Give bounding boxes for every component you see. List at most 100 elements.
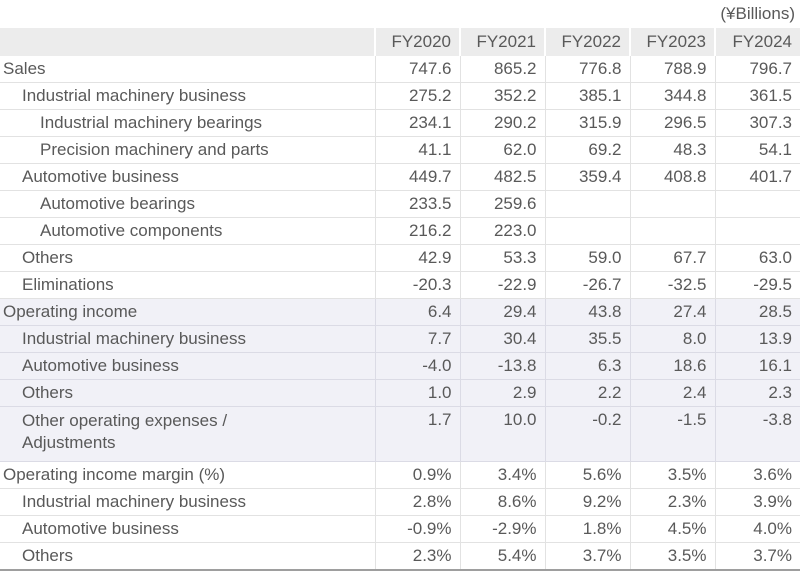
table-row: Industrial machinery bearings 234.1 290.2 3… (0, 109, 800, 137)
value-cell: -13.8 (459, 352, 545, 380)
value-cell: 3.9% (714, 488, 800, 516)
value-cell: 223.0 (459, 217, 545, 245)
value-cell: 28.5 (714, 298, 800, 326)
table-row: Automotive bearings 233.5 259.6 (0, 190, 800, 218)
value-cell: 5.4% (459, 542, 545, 571)
value-cell: 352.2 (459, 82, 545, 110)
table-row: Automotive components 216.2 223.0 (0, 217, 800, 245)
row-label-column-header (0, 28, 375, 56)
value-cell: 0.9% (374, 461, 460, 489)
column-header-fy2022: FY2022 (544, 28, 630, 56)
value-cell: 41.1 (374, 136, 460, 164)
table-row: Industrial machinery business 7.7 30.4 35.5… (0, 325, 800, 353)
value-cell: 2.3 (714, 379, 800, 407)
value-cell: 796.7 (714, 56, 800, 83)
value-cell: 4.5% (629, 515, 715, 543)
row-label: Others (0, 244, 375, 272)
value-cell (714, 190, 800, 218)
row-label: Automotive business (0, 352, 375, 380)
value-cell: 35.5 (544, 325, 630, 353)
table-row: Others 42.9 53.3 59.0 67.7 63.0 (0, 244, 800, 272)
value-cell: 2.3% (629, 488, 715, 516)
table-row: Automotive business 449.7 482.5 359.4 408.8 4… (0, 163, 800, 191)
value-cell (544, 217, 630, 245)
value-cell: 3.4% (459, 461, 545, 489)
row-label: Operating income (0, 298, 375, 326)
row-label: Industrial machinery business (0, 325, 375, 353)
value-cell: 2.8% (374, 488, 460, 516)
column-header-fy2020: FY2020 (374, 28, 460, 56)
value-cell: 6.4 (374, 298, 460, 326)
value-cell: 3.5% (629, 461, 715, 489)
value-cell: 2.2 (544, 379, 630, 407)
table-row: Industrial machinery business 275.2 352.2 3… (0, 82, 800, 110)
value-cell: 18.6 (629, 352, 715, 380)
value-cell: -32.5 (629, 271, 715, 299)
value-cell: 69.2 (544, 136, 630, 164)
value-cell: 315.9 (544, 109, 630, 137)
column-header-fy2024: FY2024 (714, 28, 800, 56)
table-row: Operating income 6.4 29.4 43.8 27.4 28.5 (0, 298, 800, 326)
value-cell: 408.8 (629, 163, 715, 191)
value-cell: 776.8 (544, 56, 630, 83)
value-cell: 361.5 (714, 82, 800, 110)
row-label: Automotive business (0, 163, 375, 191)
table-row: Industrial machinery business 2.8% 8.6% 9.2… (0, 488, 800, 516)
value-cell: -22.9 (459, 271, 545, 299)
row-label: Sales (0, 56, 375, 83)
value-cell: 3.7% (714, 542, 800, 571)
value-cell (544, 190, 630, 218)
value-cell: -0.2 (544, 406, 630, 462)
value-cell: 259.6 (459, 190, 545, 218)
value-cell: -2.9% (459, 515, 545, 543)
table-row: Automotive business -0.9% -2.9% 1.8% 4.5% 4.0… (0, 515, 800, 543)
row-label: Precision machinery and parts (0, 136, 375, 164)
value-cell: 3.5% (629, 542, 715, 571)
row-label: Automotive components (0, 217, 375, 245)
value-cell: 67.7 (629, 244, 715, 272)
row-label: Industrial machinery bearings (0, 109, 375, 137)
value-cell: 27.4 (629, 298, 715, 326)
value-cell: 3.6% (714, 461, 800, 489)
table-row: Operating income margin (%) 0.9% 3.4% 5.6% 3… (0, 461, 800, 489)
value-cell (714, 217, 800, 245)
row-label: Industrial machinery business (0, 488, 375, 516)
table-body: Sales 747.6 865.2 776.8 788.9 796.7 Industrial… (0, 56, 800, 571)
unit-label: (¥Billions) (720, 4, 795, 23)
row-label: Automotive business (0, 515, 375, 543)
value-cell: 344.8 (629, 82, 715, 110)
value-cell: -29.5 (714, 271, 800, 299)
value-cell: 63.0 (714, 244, 800, 272)
header-row: FY2020 FY2021 FY2022 FY2023 FY2024 (0, 28, 800, 56)
value-cell: 4.0% (714, 515, 800, 543)
table-row: Eliminations -20.3 -22.9 -26.7 -32.5 -29.5 (0, 271, 800, 299)
value-cell (629, 190, 715, 218)
value-cell: 59.0 (544, 244, 630, 272)
value-cell: 43.8 (544, 298, 630, 326)
row-label: Eliminations (0, 271, 375, 299)
column-header-fy2023: FY2023 (629, 28, 715, 56)
value-cell: 53.3 (459, 244, 545, 272)
value-cell: 482.5 (459, 163, 545, 191)
value-cell: 3.7% (544, 542, 630, 571)
value-cell: 449.7 (374, 163, 460, 191)
value-cell: 16.1 (714, 352, 800, 380)
table-row: Precision machinery and parts 41.1 62.0 69.… (0, 136, 800, 164)
value-cell: 54.1 (714, 136, 800, 164)
value-cell: 359.4 (544, 163, 630, 191)
value-cell: 290.2 (459, 109, 545, 137)
value-cell: 401.7 (714, 163, 800, 191)
value-cell: 216.2 (374, 217, 460, 245)
row-label: Industrial machinery business (0, 82, 375, 110)
column-header-fy2021: FY2021 (459, 28, 545, 56)
table-row: Sales 747.6 865.2 776.8 788.9 796.7 (0, 56, 800, 83)
value-cell: -26.7 (544, 271, 630, 299)
value-cell: 7.7 (374, 325, 460, 353)
row-label: Others (0, 379, 375, 407)
value-cell: 62.0 (459, 136, 545, 164)
value-cell: 8.0 (629, 325, 715, 353)
value-cell: 29.4 (459, 298, 545, 326)
financial-table: FY2020 FY2021 FY2022 FY2023 FY2024 Sales 747.… (0, 28, 800, 571)
value-cell: 2.9 (459, 379, 545, 407)
value-cell: -3.8 (714, 406, 800, 462)
